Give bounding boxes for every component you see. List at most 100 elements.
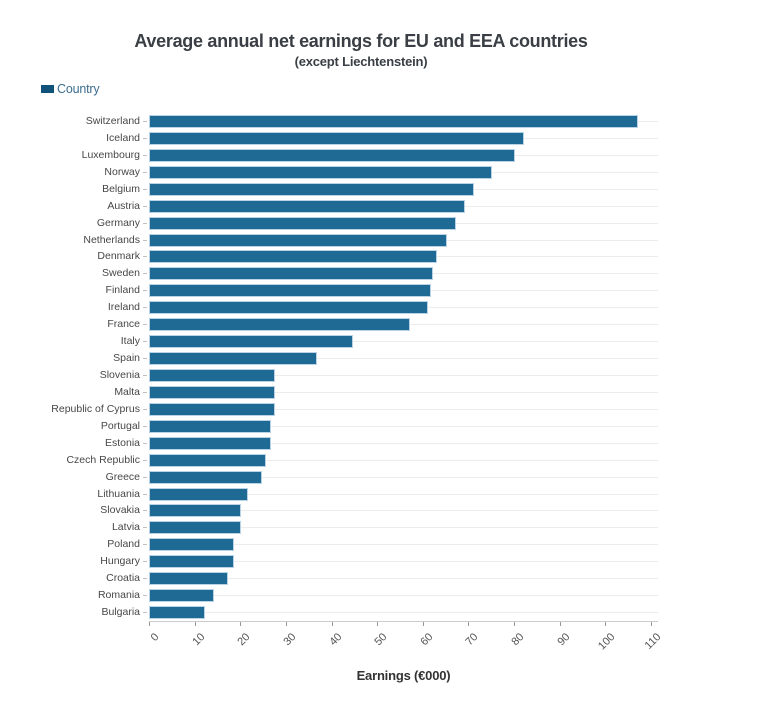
bar-hungary — [149, 555, 235, 569]
y-tick — [143, 273, 147, 275]
row-gridline — [149, 442, 658, 444]
row-gridline — [149, 459, 658, 461]
y-tick — [143, 137, 147, 139]
y-tick — [143, 358, 147, 360]
bar-czech-republic — [149, 453, 267, 467]
category-label: Finland — [105, 284, 140, 297]
y-tick — [143, 612, 147, 614]
category-label: Romania — [97, 589, 140, 602]
row-gridline — [149, 595, 658, 597]
x-tick — [514, 622, 516, 626]
category-label: Greece — [105, 470, 140, 483]
category-label: Austria — [107, 199, 140, 212]
bar-poland — [149, 538, 235, 552]
chart-title: Average annual net earnings for EU and E… — [134, 31, 588, 51]
category-label: Lithuania — [97, 487, 140, 500]
y-tick — [143, 544, 147, 546]
y-tick — [143, 595, 147, 597]
bar-greece — [149, 470, 262, 484]
bar-france — [149, 318, 411, 332]
bar-austria — [149, 199, 465, 213]
category-label: Republic of Cyprus — [51, 402, 140, 415]
x-tick — [650, 622, 652, 626]
y-tick — [143, 510, 147, 512]
row-gridline — [149, 527, 658, 529]
y-tick — [143, 341, 147, 343]
category-label: Czech Republic — [66, 453, 140, 466]
category-label: Latvia — [111, 521, 140, 534]
category-label: France — [107, 318, 140, 331]
y-tick — [143, 222, 147, 224]
y-tick — [143, 171, 147, 173]
category-label: Slovenia — [99, 368, 140, 381]
bar-romania — [149, 589, 214, 603]
row-gridline — [149, 578, 658, 580]
category-label: Poland — [107, 538, 140, 551]
bar-iceland — [149, 131, 525, 145]
category-label: Hungary — [100, 555, 140, 568]
bar-norway — [149, 165, 493, 179]
bar-estonia — [149, 436, 271, 450]
y-tick — [143, 442, 147, 444]
row-gridline — [149, 341, 658, 343]
category-label: Portugal — [100, 419, 140, 432]
category-label: Luxembourg — [81, 148, 140, 161]
y-tick — [143, 391, 147, 393]
y-tick — [143, 188, 147, 190]
bar-croatia — [149, 572, 228, 586]
bar-finland — [149, 284, 431, 298]
bar-luxembourg — [149, 148, 516, 162]
y-tick — [143, 459, 147, 461]
category-label: Sweden — [102, 267, 140, 280]
row-gridline — [149, 561, 658, 563]
row-gridline — [149, 476, 658, 478]
bar-sweden — [149, 267, 433, 281]
x-tick — [422, 622, 424, 626]
bar-belgium — [149, 182, 474, 196]
category-label: Switzerland — [85, 114, 140, 127]
bar-switzerland — [149, 114, 639, 128]
x-tick — [194, 622, 196, 626]
x-tick — [559, 622, 561, 626]
category-label: Croatia — [106, 572, 140, 585]
x-axis-line — [149, 621, 658, 622]
bar-ireland — [149, 301, 429, 315]
bar-spain — [149, 352, 317, 366]
row-gridline — [149, 544, 658, 546]
bar-portugal — [149, 419, 271, 433]
row-gridline — [149, 493, 658, 495]
bar-slovenia — [149, 368, 276, 382]
row-gridline — [149, 358, 658, 360]
y-tick — [143, 374, 147, 376]
row-gridline — [149, 374, 658, 376]
y-tick — [143, 256, 147, 258]
y-tick — [143, 154, 147, 156]
y-tick — [143, 307, 147, 309]
x-tick — [149, 622, 150, 626]
y-tick — [143, 290, 147, 292]
bar-lithuania — [149, 487, 249, 501]
row-gridline — [149, 425, 658, 427]
y-tick — [143, 205, 147, 207]
category-label: Bulgaria — [101, 606, 140, 619]
y-tick — [143, 493, 147, 495]
category-label: Estonia — [104, 436, 140, 449]
y-tick — [143, 408, 147, 410]
bar-bulgaria — [149, 606, 205, 620]
bar-malta — [149, 385, 276, 399]
x-tick — [240, 622, 242, 626]
y-tick — [143, 425, 147, 427]
x-tick — [605, 622, 607, 626]
row-gridline — [149, 391, 658, 393]
bar-germany — [149, 216, 456, 230]
y-tick — [143, 239, 147, 241]
y-tick — [143, 578, 147, 580]
bar-netherlands — [149, 233, 447, 247]
category-label: Italy — [120, 335, 140, 348]
x-tick — [377, 622, 379, 626]
y-tick — [143, 561, 147, 563]
category-label: Norway — [104, 165, 140, 178]
x-tick — [285, 622, 287, 626]
y-tick — [143, 476, 147, 478]
